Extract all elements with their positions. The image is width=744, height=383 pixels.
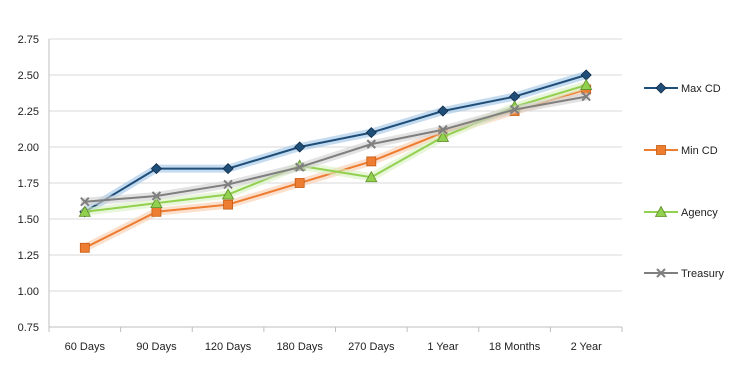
data-point <box>365 170 378 183</box>
data-point <box>150 163 163 175</box>
x-tick-label: 2 Year <box>571 341 603 353</box>
data-point <box>151 191 162 201</box>
axes <box>48 39 623 332</box>
y-tick-label: 0.75 <box>18 322 39 334</box>
data-point <box>437 105 449 117</box>
data-point <box>80 197 90 207</box>
data-point <box>151 206 162 217</box>
legend-label: Max CD <box>681 83 721 95</box>
data-point <box>223 179 233 190</box>
series-line <box>84 74 587 213</box>
y-tick-label: 2.75 <box>18 34 39 46</box>
legend-label: Treasury <box>681 268 724 280</box>
data-point <box>223 199 233 210</box>
data-point <box>580 78 593 90</box>
y-tick-label: 1.00 <box>18 286 39 298</box>
gridlines <box>49 38 622 292</box>
data-point <box>366 156 377 167</box>
data-point <box>221 188 235 200</box>
legend: Max CD Min CD Agency Treasury <box>644 82 724 280</box>
data-point <box>438 125 448 135</box>
x-tick-label: 90 Days <box>136 341 177 353</box>
x-tick-label: 1 Year <box>427 341 459 353</box>
data-point <box>294 178 305 188</box>
x-axis-tick-labels: 60 Days 90 Days 120 Days 180 Days 270 Days 1 … <box>65 341 602 353</box>
data-point <box>150 196 163 209</box>
data-point <box>436 130 450 142</box>
y-tick-label: 2.25 <box>18 106 39 118</box>
x-tick-label: 18 Months <box>489 341 541 353</box>
legend-marker <box>655 82 667 94</box>
y-tick-label: 1.75 <box>18 178 39 190</box>
data-point <box>365 127 377 139</box>
series-treasury <box>80 91 591 207</box>
y-axis-tick-labels: 0.75 1.00 1.25 1.50 1.75 2.00 2.25 2.50 2.75 <box>18 34 39 334</box>
legend-item: Agency <box>644 205 718 219</box>
data-point <box>581 91 591 102</box>
y-tick-label: 1.50 <box>18 214 39 226</box>
legend-item: Max CD <box>644 82 721 95</box>
x-tick-label: 60 Days <box>65 341 106 353</box>
data-point <box>509 104 520 115</box>
series-layer <box>78 69 593 253</box>
series-line <box>84 95 587 203</box>
y-tick-label: 2.50 <box>18 70 39 82</box>
legend-marker <box>656 145 666 155</box>
data-point <box>366 139 377 149</box>
data-point <box>78 205 91 217</box>
data-point <box>294 162 305 172</box>
legend-marker <box>656 268 666 278</box>
legend-item: Min CD <box>644 145 718 157</box>
x-tick-label: 120 Days <box>205 341 252 353</box>
legend-label: Min CD <box>681 145 718 157</box>
data-point <box>79 242 90 253</box>
x-tick-label: 180 Days <box>276 341 323 353</box>
legend-marker <box>654 205 668 217</box>
y-tick-label: 1.25 <box>18 250 39 262</box>
data-point <box>294 141 306 153</box>
y-tick-label: 2.00 <box>18 142 39 154</box>
x-tick-label: 270 Days <box>348 341 395 353</box>
legend-label: Agency <box>681 207 718 219</box>
data-point <box>222 163 234 175</box>
legend-item: Treasury <box>644 268 724 280</box>
